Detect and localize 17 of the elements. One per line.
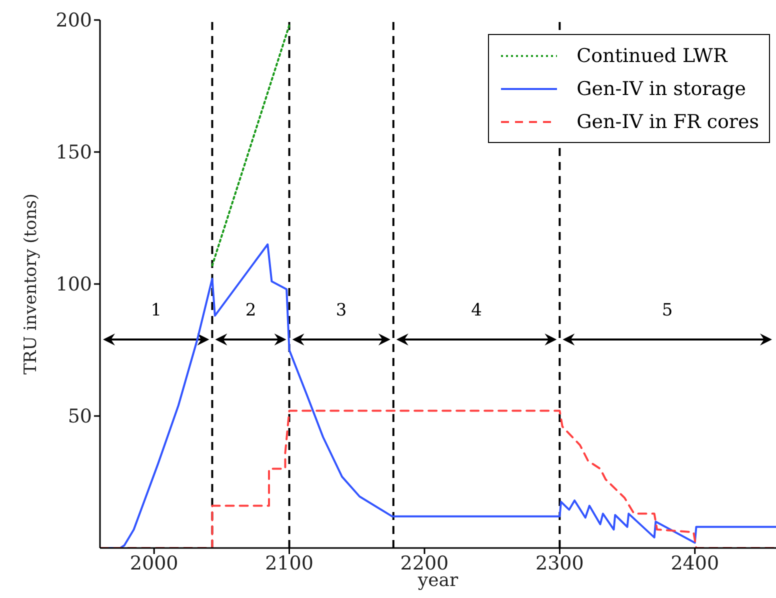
y-tick-label: 50 xyxy=(68,406,92,428)
annotation: 3 xyxy=(336,300,347,320)
y-tick-label: 100 xyxy=(56,274,92,296)
x-tick-label: 2000 xyxy=(130,552,178,574)
annotation: 1 xyxy=(150,300,162,320)
legend-label: Continued LWR xyxy=(576,44,728,66)
x-tick-label: 2100 xyxy=(265,552,314,574)
legend-label: Gen-IV in FR cores xyxy=(576,110,759,132)
x-tick-label: 2300 xyxy=(536,552,584,574)
y-axis-title: TRU inventory (tons) xyxy=(21,193,42,375)
annotation: 5 xyxy=(662,300,673,320)
legend-label: Gen-IV in storage xyxy=(576,78,746,100)
annotation: 2 xyxy=(245,300,256,320)
annotation: 4 xyxy=(471,300,482,320)
y-tick-label: 150 xyxy=(56,142,92,164)
y-tick-label: 200 xyxy=(56,10,92,32)
x-tick-label: 2400 xyxy=(670,552,720,574)
